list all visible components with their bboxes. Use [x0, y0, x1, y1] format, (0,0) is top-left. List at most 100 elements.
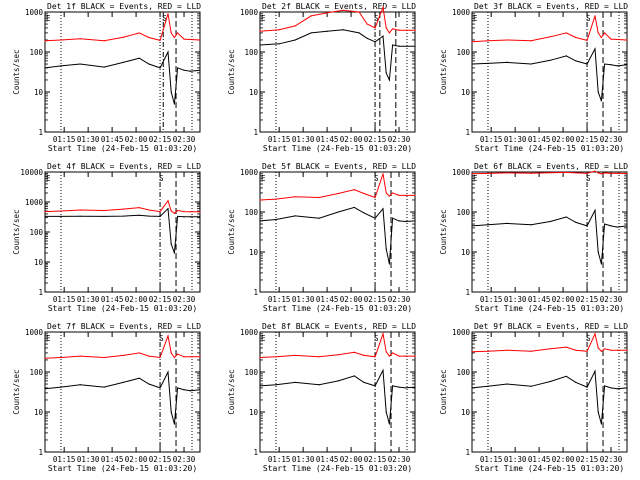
- panel-det-6: Det 6f BLACK = Events, RED = LLD 1 10 100 10…: [439, 162, 628, 313]
- lld-data-point: [404, 194, 407, 197]
- events-data-point: [575, 60, 577, 62]
- events-data-point: [594, 370, 596, 372]
- lld-data-point: [44, 210, 46, 213]
- marker-label: S: [374, 14, 379, 23]
- lld-data-point: [177, 353, 179, 355]
- lld-data-point: [259, 356, 261, 359]
- lld-data-point: [44, 40, 46, 42]
- events-data-point: [148, 383, 150, 385]
- events-data-point: [148, 215, 150, 217]
- y-tick-label: 10: [249, 88, 259, 97]
- lld-data-point: [170, 352, 172, 354]
- events-data-point: [259, 385, 261, 387]
- panel-det-8: Det 8f BLACK = Events, RED = LLD 1 10 100 10…: [227, 322, 416, 473]
- lld-series-line: [44, 199, 200, 214]
- x-axis-label: Start Time (24-Feb-15 01:03:20): [263, 304, 412, 313]
- events-data-point: [44, 67, 46, 69]
- events-data-point: [173, 252, 176, 254]
- events-data-point: [392, 217, 394, 219]
- x-tick-label: 01:30: [292, 135, 315, 144]
- events-data-point: [549, 220, 551, 223]
- lld-data-point: [275, 198, 277, 200]
- events-data-point: [326, 30, 328, 32]
- lld-data-point: [148, 209, 150, 211]
- y-tick-label: 10: [34, 88, 44, 97]
- events-data-point: [183, 216, 185, 218]
- events-data-point: [199, 216, 201, 218]
- lld-data-point: [138, 352, 140, 354]
- lld-data-point: [167, 200, 169, 202]
- marker-label: S: [374, 334, 379, 343]
- panel-det-9: Det 9f BLACK = Events, RED = LLD 1 10 100 10…: [439, 322, 628, 473]
- lld-data-point: [597, 32, 599, 34]
- lld-series-line: [471, 332, 627, 353]
- x-tick-label: 02:00: [340, 455, 363, 464]
- lld-data-point: [594, 15, 596, 17]
- events-data-point: [398, 386, 400, 388]
- panel-title: Det 1f BLACK = Events, RED = LLD: [47, 2, 201, 11]
- y-tick-label: 1000: [240, 168, 259, 177]
- events-data-point: [616, 226, 619, 228]
- lld-data-point: [60, 210, 62, 212]
- y-tick-label: 1: [465, 128, 470, 137]
- events-data-point: [374, 217, 376, 219]
- y-tick-label: 10: [461, 408, 471, 417]
- events-data-point: [385, 411, 387, 413]
- events-data-point: [385, 72, 387, 74]
- lld-data-point: [167, 13, 169, 15]
- lld-data-point: [170, 210, 172, 212]
- events-data-point: [366, 37, 368, 39]
- lld-data-point: [487, 40, 489, 42]
- events-data-point: [398, 220, 400, 222]
- events-data-point: [170, 243, 172, 245]
- x-tick-label: 02:30: [388, 135, 411, 144]
- lld-data-point: [487, 172, 489, 175]
- events-data-point: [382, 208, 384, 210]
- lld-data-point: [183, 356, 185, 358]
- lld-data-point: [471, 41, 473, 43]
- lld-data-point: [530, 350, 532, 352]
- x-axis-label: Start Time (24-Feb-15 01:03:20): [475, 464, 624, 473]
- x-tick-label: 01:45: [101, 295, 124, 304]
- x-tick-label: 01:30: [77, 455, 100, 464]
- lld-data-point: [79, 355, 81, 357]
- y-axis-label: Counts/sec: [12, 209, 21, 254]
- events-data-point: [597, 251, 599, 253]
- events-data-point: [79, 384, 81, 386]
- y-axis-label: Counts/sec: [439, 49, 448, 94]
- lld-series-line: [259, 173, 415, 201]
- events-data-point: [626, 64, 628, 66]
- x-tick-label: 02:15: [576, 135, 599, 144]
- lld-data-point: [103, 209, 105, 212]
- panel-title: Det 5f BLACK = Events, RED = LLD: [262, 162, 416, 171]
- events-series-line: [259, 29, 415, 82]
- lld-data-point: [342, 9, 344, 11]
- events-data-point: [342, 29, 344, 31]
- y-tick-label: 10: [34, 258, 44, 267]
- x-tick-label: 01:15: [268, 295, 291, 304]
- lld-data-point: [586, 350, 588, 352]
- events-series-line: [471, 208, 628, 265]
- lld-data-point: [294, 354, 296, 357]
- events-data-point: [183, 389, 185, 391]
- lld-data-point: [586, 39, 588, 41]
- lld-data-point: [398, 355, 400, 357]
- plot-frame: [44, 171, 201, 293]
- lld-data-point: [385, 27, 387, 29]
- lld-data-point: [318, 196, 320, 199]
- lld-data-point: [392, 352, 394, 354]
- y-tick-label: 1: [465, 288, 470, 297]
- events-data-point: [604, 223, 606, 225]
- y-axis-label: Counts/sec: [227, 209, 236, 254]
- events-data-point: [414, 220, 416, 222]
- x-tick-label: 02:00: [125, 295, 148, 304]
- events-series-line: [471, 369, 628, 425]
- events-data-point: [177, 387, 179, 389]
- events-series-line: [45, 207, 200, 254]
- events-data-point: [586, 386, 588, 388]
- events-data-point: [471, 63, 473, 65]
- lld-series-line: [44, 13, 201, 42]
- lld-data-point: [604, 32, 606, 34]
- lld-data-point: [177, 209, 179, 212]
